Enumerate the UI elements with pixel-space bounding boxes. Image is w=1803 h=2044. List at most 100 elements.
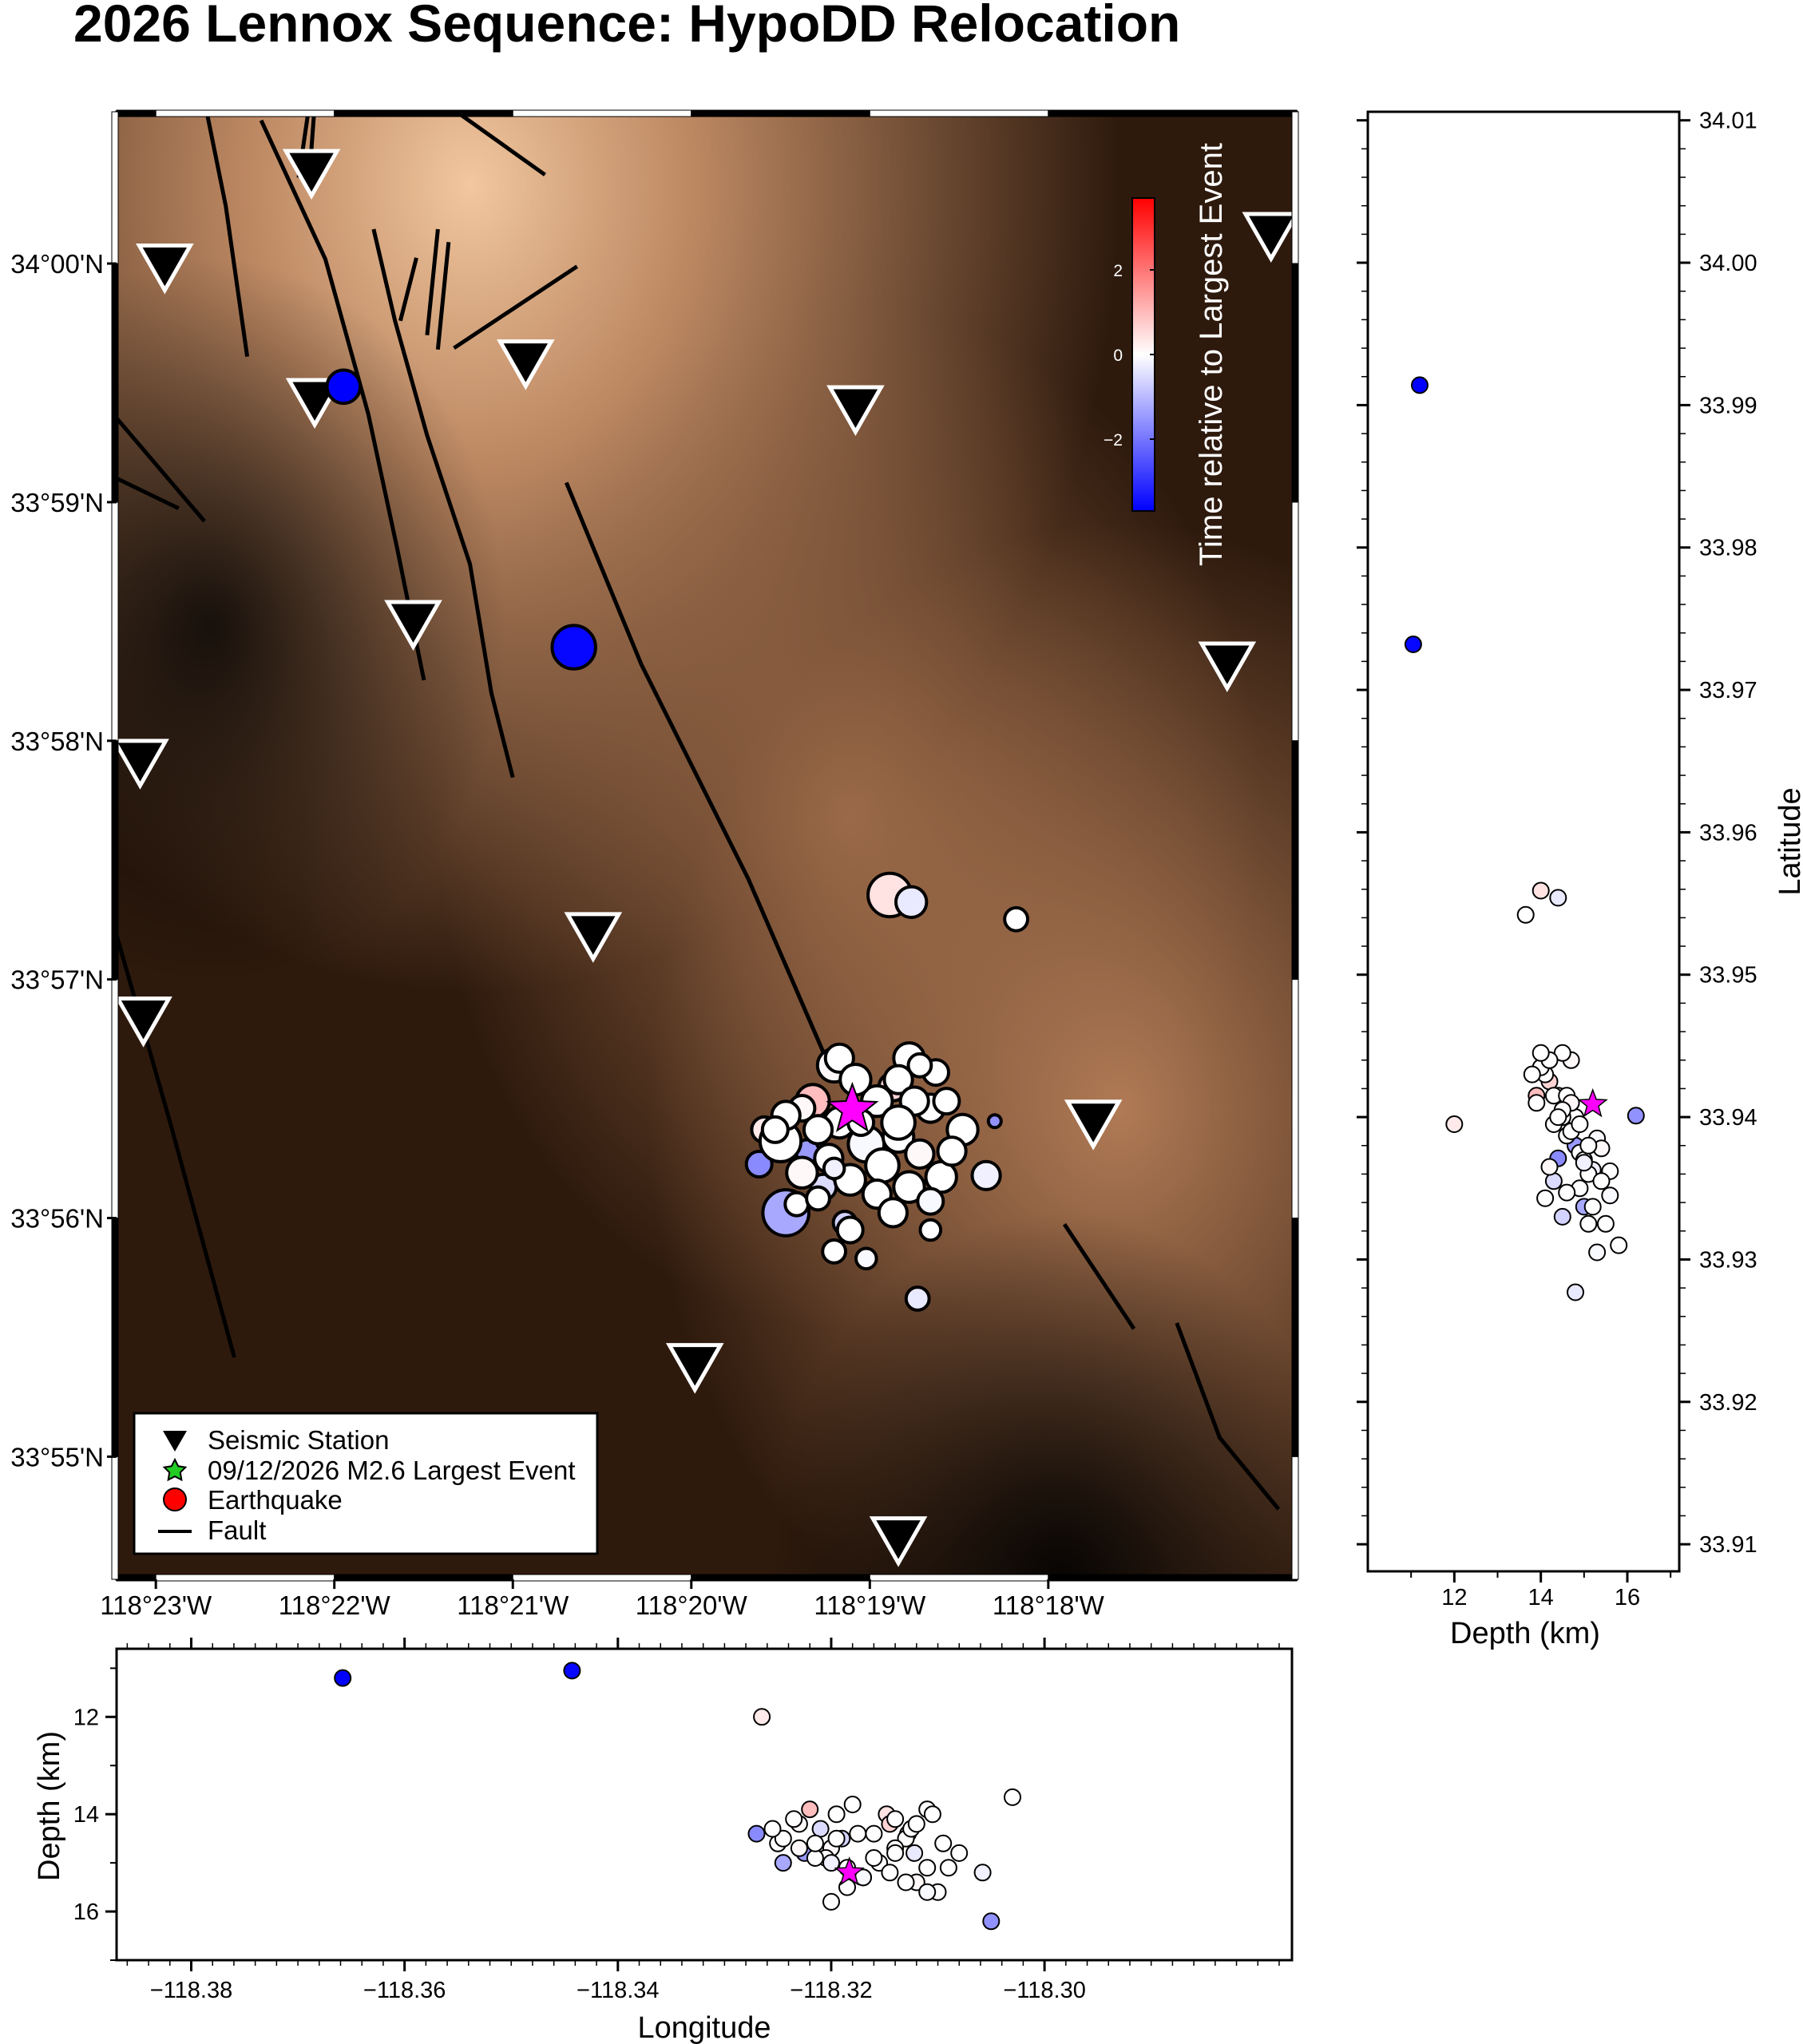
depth-event-marker xyxy=(1579,1136,1598,1155)
map-legend: Seismic Station 09/12/2026 M2.6 Largest … xyxy=(133,1412,599,1555)
depth-event-marker xyxy=(1528,1094,1546,1112)
frame-segment xyxy=(111,740,119,980)
depth-panel-frame xyxy=(1366,110,1681,1573)
station-triangle xyxy=(665,1343,724,1394)
lon-event-marker xyxy=(897,1873,915,1891)
earthquake-marker xyxy=(823,1042,855,1074)
earthquake-marker xyxy=(880,1104,917,1141)
depth-ytick-label: 33.95 xyxy=(1699,963,1757,988)
lon-tick-label: 118°23'W xyxy=(100,1590,212,1620)
lon-event-marker xyxy=(934,1834,953,1852)
colorbar-tick-label: −2 xyxy=(1104,431,1123,450)
earthquake-marker xyxy=(894,885,929,920)
lon-xtick-label: −118.36 xyxy=(363,1978,446,2003)
depth-ytick-label: 33.98 xyxy=(1699,536,1757,561)
legend-quake-label: Earthquake xyxy=(208,1485,343,1515)
earthquake-marker xyxy=(783,1190,810,1218)
station-triangle xyxy=(826,385,885,437)
frame-segment xyxy=(1048,1574,1298,1582)
lon-xtick-label: −118.30 xyxy=(1003,1978,1085,2003)
lon-panel-ticks: −118.38 −118.36 −118.34 −118.32 −118.30 12 14 1… xyxy=(73,1638,1280,2003)
depth-ytick-label: 33.96 xyxy=(1699,820,1757,846)
lon-tick-label: 118°20'W xyxy=(636,1590,748,1620)
lon-event-marker xyxy=(881,1864,899,1882)
frame-segment xyxy=(155,109,335,117)
lon-ytick-label: 12 xyxy=(73,1705,99,1730)
depth-event-marker xyxy=(1596,1214,1615,1233)
lon-ytick-label: 14 xyxy=(73,1802,99,1828)
lon-event-marker xyxy=(774,1854,792,1872)
lon-event-marker xyxy=(753,1708,771,1726)
earthquake-marker xyxy=(854,1246,878,1271)
earthquake-marker xyxy=(936,1135,968,1167)
earthquake-marker xyxy=(970,1159,1002,1191)
frame-segment xyxy=(1291,1218,1299,1457)
depth-ytick-label: 33.94 xyxy=(1699,1105,1757,1131)
lon-event-marker xyxy=(939,1859,957,1877)
depth-panel-ticks: 12 14 16 34.01 34.00 33.99 33.98 33.97 33.96 33.9… xyxy=(1357,109,1757,1610)
depth-event-marker xyxy=(1575,1154,1593,1172)
depth-event-marker xyxy=(1588,1243,1607,1262)
lon-event-marker xyxy=(918,1883,937,1901)
depth-event-marker xyxy=(1523,1065,1541,1083)
earthquake-marker xyxy=(986,1113,1003,1130)
lat-tick-label: 33°59'N xyxy=(10,488,104,517)
earthquake-marker xyxy=(916,1186,945,1216)
depth-event-marker xyxy=(1592,1172,1611,1190)
frame-segment xyxy=(111,1218,119,1457)
lon-event-marker xyxy=(822,1854,840,1872)
depth-event-marker xyxy=(1549,889,1567,907)
fault-line xyxy=(398,257,418,322)
lon-event-marker xyxy=(973,1864,992,1882)
frame-segment xyxy=(1048,109,1298,117)
lon-tick-label: 118°18'W xyxy=(993,1590,1105,1620)
lon-event-marker xyxy=(563,1662,581,1680)
earthquake-marker xyxy=(744,1150,774,1178)
lon-tick-label: 118°22'W xyxy=(279,1590,391,1620)
frame-segment xyxy=(116,1574,157,1582)
earthquake-marker xyxy=(882,1064,914,1095)
depth-ytick-label: 33.99 xyxy=(1699,393,1757,418)
depth-event-marker xyxy=(1540,1158,1559,1176)
frame-segment xyxy=(1291,1456,1299,1580)
depth-panel-ylabel: Latitude xyxy=(1773,787,1803,895)
lon-panel-xlabel: Longitude xyxy=(638,2011,771,2044)
earthquake-marker xyxy=(1003,905,1029,933)
station-triangle xyxy=(117,996,172,1048)
lat-tick-label: 33°55'N xyxy=(10,1442,104,1472)
depth-event-marker xyxy=(1571,1115,1589,1133)
lon-event-marker xyxy=(907,1815,925,1833)
lon-event-marker xyxy=(1004,1788,1021,1806)
frame-segment xyxy=(111,979,119,1219)
figure-title: 2026 Lennox Sequence: HypoDD Relocation xyxy=(73,0,1180,53)
lon-panel-events xyxy=(334,1662,1021,1931)
depth-event-marker xyxy=(1567,1283,1584,1301)
colorbar-label: Time relative to Largest Event xyxy=(1194,143,1229,566)
lon-event-marker xyxy=(950,1844,969,1862)
lon-event-marker xyxy=(843,1796,862,1813)
lon-event-marker xyxy=(918,1859,937,1877)
colorbar: 2 0 −2 Time relative to Largest Event xyxy=(1104,143,1229,566)
earthquake-marker xyxy=(838,1063,873,1097)
longitude-depth-panel: −118.38 −118.36 −118.34 −118.32 −118.30 12 14 1… xyxy=(33,1638,1294,2044)
lon-largest-star xyxy=(834,1856,865,1886)
earthquake-marker xyxy=(904,1138,936,1171)
lon-event-marker xyxy=(806,1849,824,1867)
earthquake-marker xyxy=(918,1218,943,1242)
topography-south-low xyxy=(117,112,1297,1579)
lon-event-marker xyxy=(806,1834,824,1852)
lon-event-marker xyxy=(334,1669,352,1687)
earthquake-marker xyxy=(821,1238,847,1265)
frame-segment xyxy=(512,109,692,117)
lon-event-marker xyxy=(982,1912,1001,1931)
lon-event-marker xyxy=(747,1824,766,1843)
depth-event-marker xyxy=(1610,1236,1628,1254)
depth-ytick-label: 34.01 xyxy=(1699,109,1757,134)
depth-ytick-label: 33.93 xyxy=(1699,1247,1757,1273)
earthquake-marker xyxy=(864,1147,901,1184)
fault-line xyxy=(117,417,206,523)
map-longitude-labels: 118°23'W 118°22'W 118°21'W 118°20'W 118°19'W… xyxy=(100,1579,1105,1620)
depth-ytick-label: 33.92 xyxy=(1699,1390,1757,1416)
lon-event-marker xyxy=(790,1839,808,1857)
